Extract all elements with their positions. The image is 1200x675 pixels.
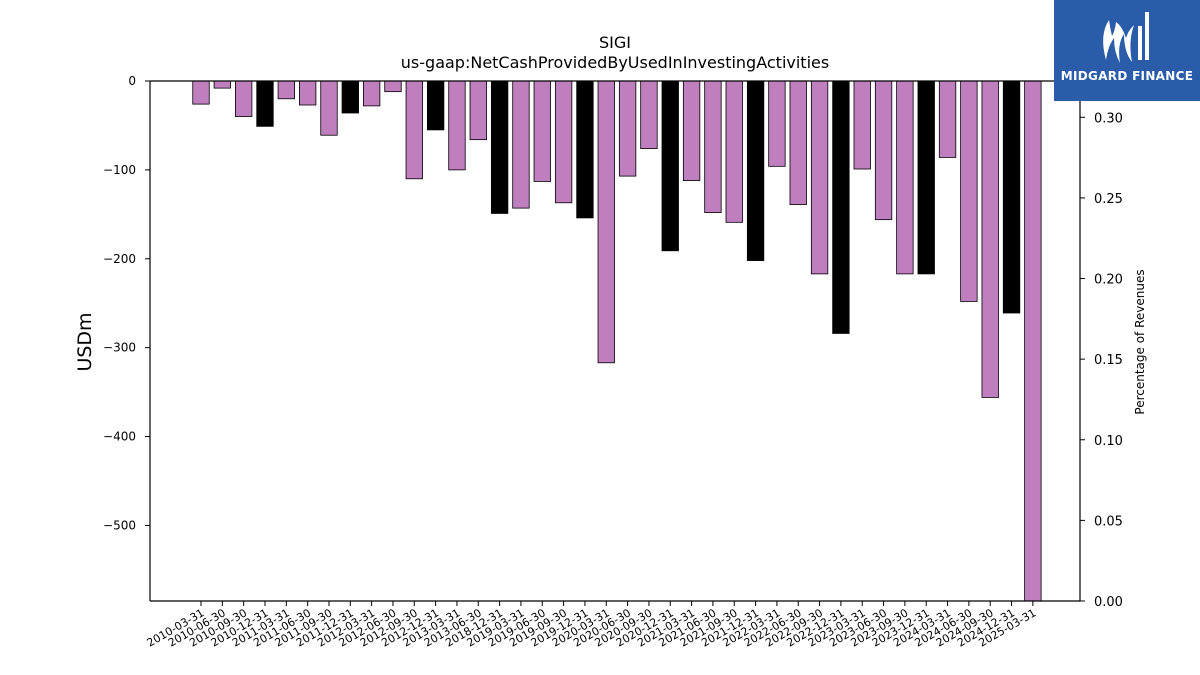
bar-2018-12-31 bbox=[490, 80, 509, 214]
y-tick-label: −500 bbox=[103, 518, 136, 532]
bar-2021-12-31 bbox=[746, 80, 765, 261]
y-tick-label: −200 bbox=[103, 252, 136, 266]
bar-2022-09-30 bbox=[810, 80, 829, 275]
bar-2012-06-30 bbox=[384, 80, 402, 93]
y2-tick-label: 0.00 bbox=[1094, 595, 1123, 610]
bar-2021-09-30 bbox=[725, 80, 743, 223]
bar-2011-12-31 bbox=[341, 80, 359, 114]
bar-2019-12-31 bbox=[576, 80, 594, 219]
y2-tick-label: 0.20 bbox=[1094, 273, 1123, 288]
bar-2023-03-31 bbox=[853, 80, 871, 170]
bar-2013-06-30 bbox=[469, 80, 487, 141]
bar-2022-12-31 bbox=[832, 80, 850, 334]
brand-name: MIDGARD FINANCE bbox=[1060, 69, 1194, 83]
bar-2023-12-31 bbox=[917, 80, 935, 275]
bar-2021-03-31 bbox=[682, 80, 701, 181]
bar-2020-03-31 bbox=[597, 80, 615, 364]
bar-2024-12-31 bbox=[1002, 80, 1021, 314]
bar-2020-12-31 bbox=[661, 80, 679, 252]
bar-2022-03-31 bbox=[768, 80, 786, 167]
bar-2022-06-30 bbox=[789, 80, 807, 205]
y-tick-label: 0 bbox=[128, 74, 136, 88]
chart-subtitle: us-gaap:NetCashProvidedByUsedInInvesting… bbox=[401, 53, 829, 72]
bars-group bbox=[192, 80, 1042, 602]
y2-tick-label: 0.15 bbox=[1094, 353, 1123, 368]
bar-2019-06-30 bbox=[533, 80, 551, 182]
bar-2025-03-31 bbox=[1024, 80, 1042, 602]
bar-2023-09-30 bbox=[896, 80, 914, 275]
bar-2011-09-30 bbox=[320, 80, 338, 136]
bar-2010-12-31 bbox=[256, 80, 274, 127]
bar-2020-06-30 bbox=[618, 80, 637, 177]
y2-tick-label: 0.30 bbox=[1094, 111, 1123, 126]
bar-2012-09-30 bbox=[405, 80, 423, 180]
bar-2024-03-31 bbox=[938, 80, 957, 158]
bar-2020-09-30 bbox=[640, 80, 658, 149]
bar-2010-06-30 bbox=[213, 80, 231, 89]
bar-2024-09-30 bbox=[981, 80, 999, 398]
y-tick-label: −400 bbox=[103, 430, 136, 444]
bar-2012-12-31 bbox=[426, 80, 445, 131]
bar-2021-06-30 bbox=[704, 80, 722, 213]
bar-2011-03-31 bbox=[277, 80, 295, 100]
y-axis-label: USDm bbox=[74, 312, 96, 371]
y2-tick-label: 0.10 bbox=[1094, 434, 1123, 449]
y2-tick-label: 0.25 bbox=[1094, 192, 1123, 207]
y2-axis-label: Percentage of Revenues bbox=[1133, 269, 1147, 414]
bar-2013-03-31 bbox=[448, 80, 466, 171]
bar-2010-03-31 bbox=[192, 80, 210, 105]
bar-2019-03-31 bbox=[512, 80, 530, 209]
y-tick-label: −100 bbox=[103, 163, 136, 177]
bar-2010-09-30 bbox=[235, 80, 253, 117]
chart-title: SIGI bbox=[599, 33, 631, 52]
brand-logo: MIDGARD FINANCE bbox=[1054, 0, 1200, 101]
bar-2019-09-30 bbox=[554, 80, 573, 204]
y-tick-label: −300 bbox=[103, 341, 136, 355]
bar-2011-06-30 bbox=[298, 80, 317, 106]
bar-2023-06-30 bbox=[874, 80, 893, 221]
midgard-logo-icon bbox=[1103, 12, 1149, 63]
y2-tick-label: 0.05 bbox=[1094, 514, 1123, 529]
bar-2012-03-31 bbox=[362, 80, 381, 107]
bar-2024-06-30 bbox=[960, 80, 978, 302]
